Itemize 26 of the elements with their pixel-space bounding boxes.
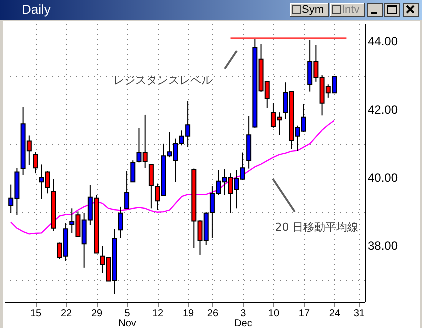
x-tick-label: 31 (354, 308, 366, 320)
toggle-button: Sym (290, 3, 329, 17)
y-tick-label: 42.00 (368, 102, 398, 117)
x-tick-label: 12 (152, 308, 164, 320)
y-tick-label: 40.00 (368, 170, 398, 185)
x-tick-label: 15 (30, 308, 42, 320)
candlestick (118, 206, 124, 239)
x-tick-label: 22 (60, 308, 73, 320)
candlestick (33, 152, 38, 174)
x-tick-label: 19 (182, 308, 195, 320)
x-tick-label: 24 (329, 308, 341, 320)
x-tick-label: 26 (207, 308, 219, 320)
chart-title: Daily (22, 2, 51, 17)
candlestick (148, 164, 154, 210)
annotation: 20 日移動平均線 (275, 221, 359, 234)
line-series (10, 120, 336, 235)
x-tick-label: 29 (91, 308, 104, 320)
y-tick-label: 44.00 (368, 34, 398, 49)
x-tick-label: 3 Dec (234, 308, 252, 328)
y-tick-label: 38.00 (368, 239, 398, 254)
toggle-button: Intv (330, 3, 365, 17)
x-tick-label: 10 (268, 308, 280, 320)
x-tick-label: 17 (298, 308, 310, 320)
x-tick-label: 5 Nov (118, 308, 136, 328)
annotation: レジスタンスレベル (114, 74, 212, 87)
candlestick (124, 170, 130, 210)
